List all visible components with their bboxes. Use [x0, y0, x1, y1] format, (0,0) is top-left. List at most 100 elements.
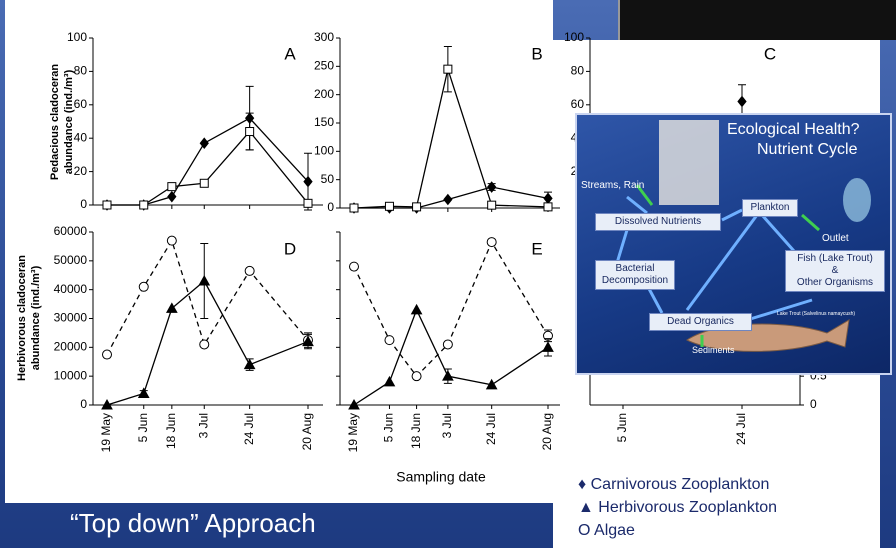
marker — [137, 387, 150, 398]
arrow — [801, 213, 820, 232]
y-tick-label: 60 — [571, 97, 585, 111]
marker — [349, 261, 359, 272]
series-line — [106, 239, 309, 355]
series-line — [107, 117, 309, 206]
arrow — [685, 214, 759, 311]
node-line: Fish (Lake Trout) — [797, 253, 873, 264]
y-tick-label: 0 — [810, 397, 817, 411]
marker — [410, 303, 423, 315]
y-tick-label: 50000 — [54, 253, 88, 267]
node: Plankton — [742, 199, 798, 217]
marker — [167, 182, 177, 192]
y-tick-label: 100 — [314, 144, 334, 158]
marker — [487, 200, 497, 210]
marker — [412, 202, 422, 212]
x-tick-label: 3 Jul — [196, 413, 210, 438]
slide-title: “Top down” Approach — [70, 508, 316, 538]
marker — [442, 339, 453, 350]
legend-label: Herbivorous Zooplankton — [598, 499, 778, 516]
arrow — [626, 195, 648, 215]
y-tick-label: 40 — [74, 130, 88, 144]
node-label: Lake Trout (Salvelinus namaycush) — [777, 311, 856, 317]
arrow — [746, 298, 813, 322]
marker — [737, 95, 747, 108]
node-line: Decomposition — [601, 275, 669, 286]
marker — [443, 64, 453, 74]
series-line — [353, 66, 549, 209]
x-tick-label: 3 Jul — [440, 413, 454, 438]
series-line — [353, 240, 549, 378]
legend-item: O Algae — [578, 522, 635, 540]
marker — [487, 181, 497, 193]
x-tick-label: 19 May — [99, 413, 113, 452]
y-tick-label: 150 — [314, 115, 334, 129]
marker — [102, 349, 112, 360]
marker — [245, 127, 255, 137]
panel-label: C — [764, 44, 776, 63]
y-tick-label: 0 — [327, 200, 334, 214]
y-tick-label: 50 — [321, 172, 335, 186]
legend-item: ♦ Carnivorous Zooplankton — [578, 476, 769, 494]
marker — [198, 274, 211, 286]
x-tick-label: 5 Jun — [136, 413, 150, 442]
marker — [384, 201, 394, 211]
y-tick-label: 100 — [67, 30, 87, 44]
marker — [244, 265, 255, 276]
y-tick-label: 0 — [80, 197, 87, 211]
x-tick-label: 24 Jul — [734, 413, 748, 445]
marker — [486, 237, 497, 248]
x-tick-label: 20 Aug — [540, 413, 554, 450]
legend-symbol: ▲ — [578, 499, 594, 516]
inset-title: Ecological Health? — [727, 121, 860, 138]
marker — [303, 175, 313, 188]
y-tick-label: 200 — [314, 87, 334, 101]
x-tick-label: 18 Jun — [409, 413, 423, 449]
y-tick-label: 80 — [571, 64, 585, 78]
x-tick-label: 18 Jun — [164, 413, 178, 449]
plankton-drawing — [659, 120, 719, 205]
marker — [166, 235, 177, 246]
y-tick-label: 100 — [564, 30, 584, 44]
y-tick-label: 30000 — [54, 311, 88, 325]
y-tick-label: 250 — [314, 59, 334, 73]
node: Fish (Lake Trout) & Other Organisms — [785, 250, 885, 292]
node: Dead Organics — [649, 313, 752, 331]
y-axis-label: abundance (ind./m³) — [63, 69, 75, 174]
inset-title: Nutrient Cycle — [757, 141, 858, 158]
arrow — [615, 229, 629, 264]
inset-image: Ecological Health? Nutrient Cycle Stream… — [575, 113, 892, 375]
marker — [139, 200, 149, 210]
x-tick-label: 19 May — [346, 413, 360, 452]
node-line: Other Organisms — [796, 277, 874, 288]
dark-box — [618, 0, 896, 40]
x-tick-label: 20 Aug — [300, 413, 314, 450]
marker — [199, 137, 209, 150]
node-label: Outlet — [822, 233, 849, 244]
marker — [542, 341, 554, 352]
y-tick-label: 20000 — [54, 340, 88, 354]
y-axis-label: Pedacious cladoceran — [49, 64, 61, 180]
marker — [302, 335, 314, 347]
x-tick-label: 24 Jul — [484, 413, 498, 445]
y-tick-label: 20 — [74, 164, 88, 178]
panel-label: E — [531, 239, 542, 258]
node-line: & — [831, 265, 839, 276]
y-tick-label: 10000 — [54, 368, 88, 382]
marker — [243, 358, 256, 370]
marker — [138, 281, 149, 292]
legend-label: Algae — [594, 522, 635, 539]
zooplankton-image — [843, 178, 871, 222]
y-tick-label: 60 — [74, 97, 88, 111]
marker — [411, 371, 422, 382]
marker — [485, 378, 498, 390]
marker — [303, 198, 313, 208]
marker — [348, 398, 360, 410]
marker — [349, 203, 359, 213]
arrow — [635, 184, 654, 206]
marker — [384, 335, 395, 346]
panel-label: A — [284, 44, 296, 63]
node: Dissolved Nutrients — [595, 213, 721, 231]
node-label: Sediments — [692, 345, 735, 355]
marker — [543, 192, 553, 205]
